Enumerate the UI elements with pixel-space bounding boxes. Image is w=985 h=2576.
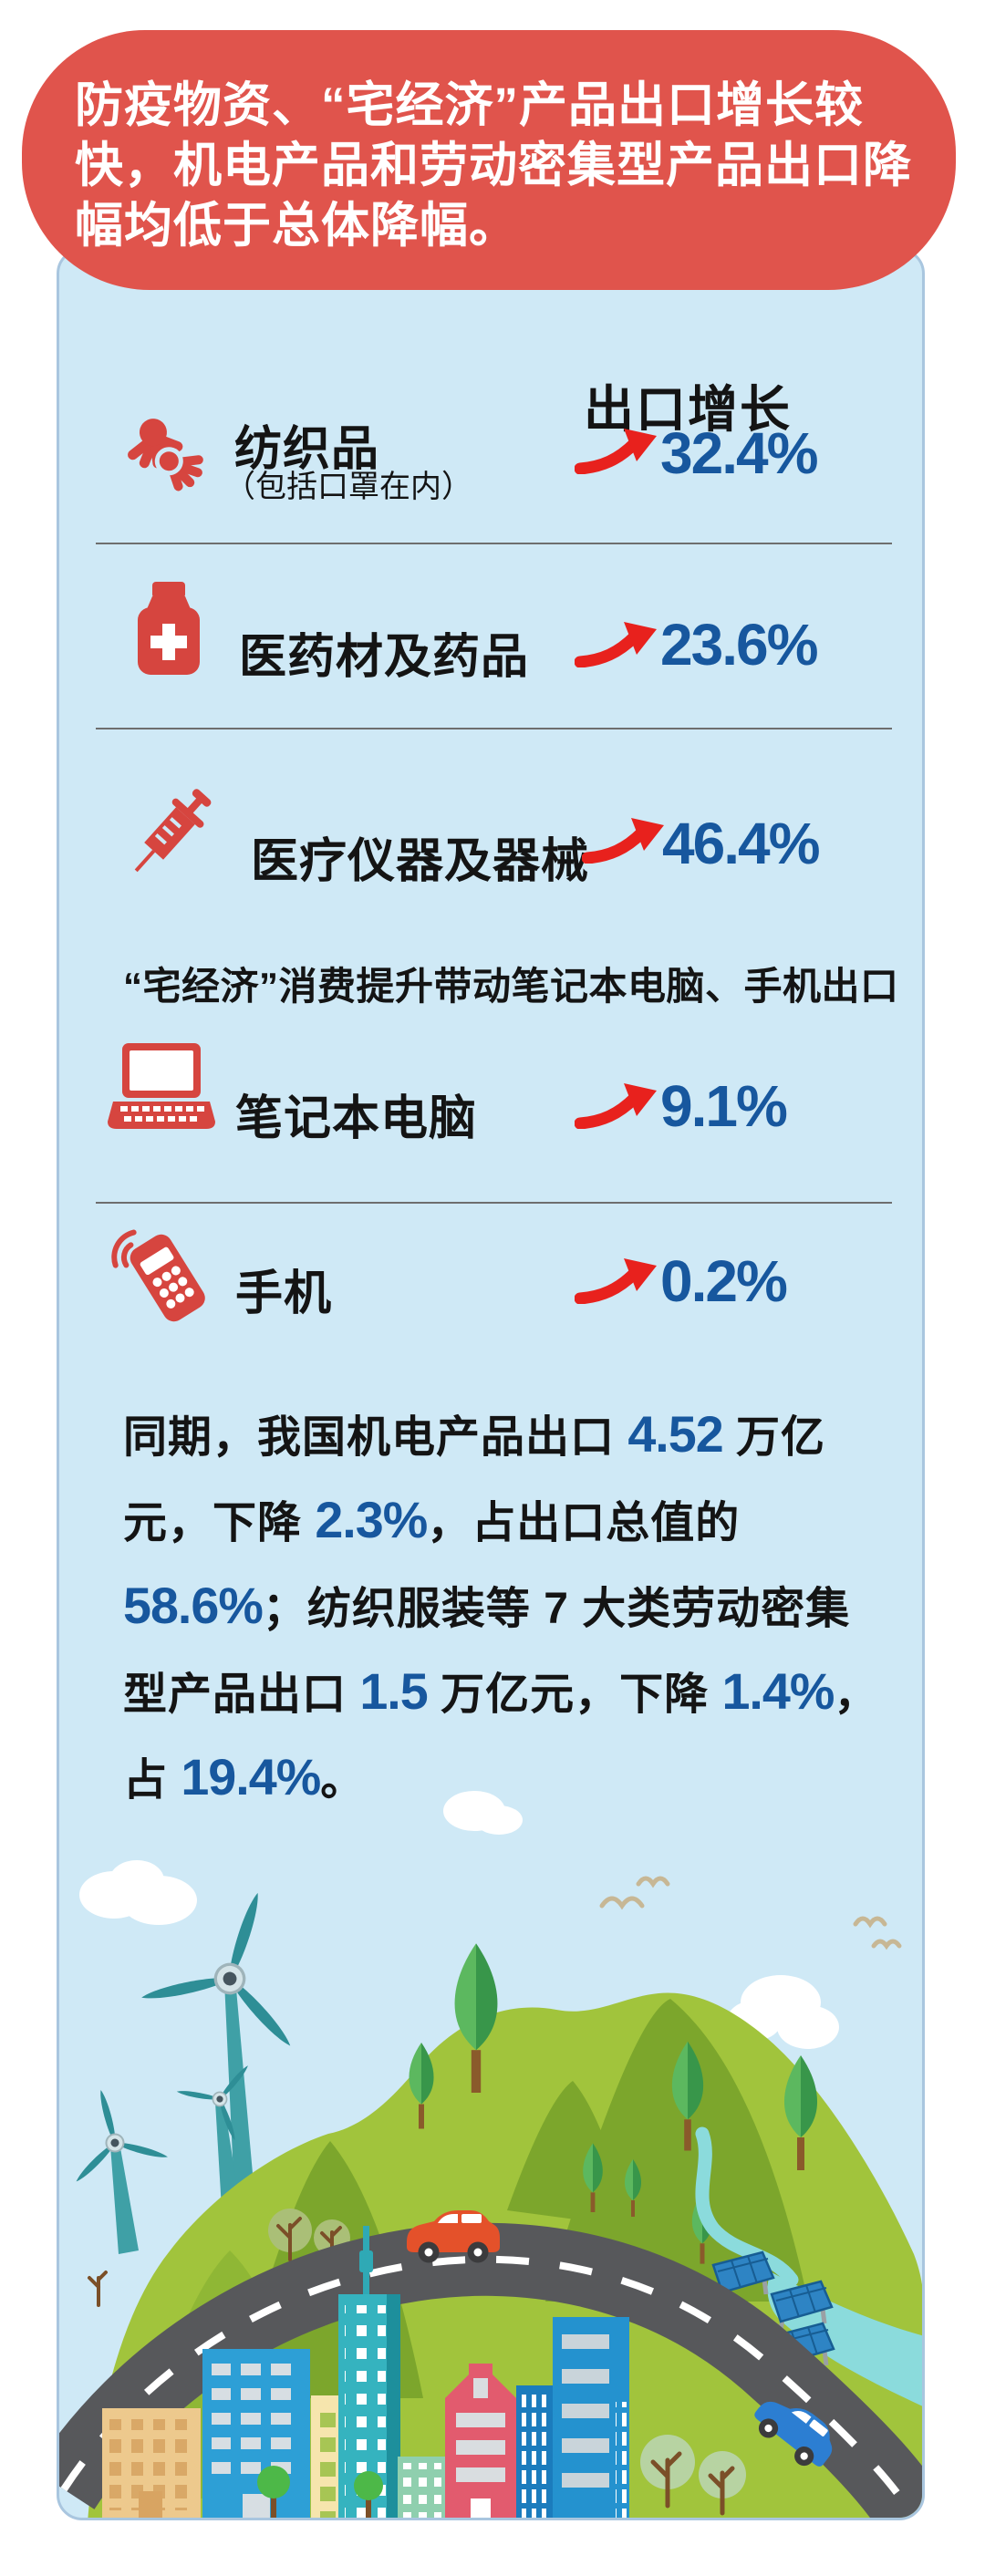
paragraph-text: 。	[320, 1756, 366, 1805]
highlight-number: 19.4%	[181, 1749, 321, 1805]
banner-line: 防疫物资、“宅经济”产品出口增长较	[75, 78, 864, 132]
paragraph-text: 万亿元，下降	[427, 1671, 722, 1719]
banner-line: 幅均低于总体降幅。	[75, 199, 518, 253]
syringe-icon	[134, 789, 212, 873]
medicine-bottle-icon	[138, 582, 200, 675]
front-tree-icon	[257, 2435, 746, 2518]
banner-line: 快，机电产品和劳动密集型产品出口降	[75, 139, 912, 192]
export-growth-header: 出口增长	[584, 381, 793, 438]
product-title: 医疗仪器及器械	[251, 835, 590, 888]
product-subtitle: （包括口罩在内）	[224, 470, 472, 504]
paragraph-text: 同期，我国机电产品出口	[123, 1413, 628, 1462]
mobile-phone-icon	[111, 1229, 205, 1322]
eco-city-illustration	[59, 1791, 922, 2518]
summary-paragraph: 同期，我国机电产品出口 4.52 万亿元，下降 2.3%，占出口总值的 58.6…	[123, 1393, 894, 1822]
stay-home-economy-note: “宅经济”消费提升带动笔记本电脑、手机出口	[123, 965, 899, 1008]
info-card	[57, 248, 925, 2520]
product-title: 手机	[235, 1267, 333, 1320]
growth-value: 0.2%	[660, 1248, 788, 1314]
growth-arrow-icon	[575, 1258, 657, 1304]
headline-banner: 防疫物资、“宅经济”产品出口增长较 快，机电产品和劳动密集型产品出口降 幅均低于…	[22, 30, 956, 290]
growth-arrow-icon	[575, 622, 657, 667]
road	[59, 2222, 922, 2518]
gloves-icon	[128, 419, 207, 494]
growth-value: 23.6%	[660, 612, 818, 678]
product-title: 纺织品	[234, 423, 380, 476]
growth-value: 9.1%	[660, 1073, 788, 1139]
growth-value: 32.4%	[660, 420, 818, 486]
paragraph-text: ，占	[123, 1671, 879, 1805]
highlight-number: 4.52	[627, 1406, 723, 1463]
product-title: 医药材及药品	[239, 631, 530, 684]
red-car-icon	[407, 2210, 500, 2263]
growth-arrow-icon	[582, 818, 664, 864]
paragraph-text: ；纺织服装等 7 大类劳动密集型产品出口	[123, 1585, 851, 1719]
highlight-number: 58.6%	[123, 1578, 264, 1634]
growth-arrow-icon	[575, 429, 657, 474]
laptop-icon	[108, 1043, 215, 1129]
divider	[96, 728, 892, 729]
paragraph-text: 万亿元，下降	[123, 1413, 826, 1547]
cloud-icon	[79, 1791, 839, 2049]
growth-arrow-icon	[575, 1083, 657, 1129]
divider	[96, 543, 892, 544]
highlight-number: 1.4%	[721, 1663, 835, 1720]
paragraph-text: ，占出口总值的	[427, 1499, 741, 1547]
divider	[96, 1202, 892, 1204]
highlight-number: 2.3%	[315, 1492, 428, 1548]
growth-value: 46.4%	[662, 811, 820, 876]
highlight-number: 1.5	[359, 1663, 428, 1720]
bird-icon	[599, 1876, 902, 1950]
blue-car-icon	[754, 2401, 833, 2467]
product-title: 笔记本电脑	[235, 1092, 478, 1145]
